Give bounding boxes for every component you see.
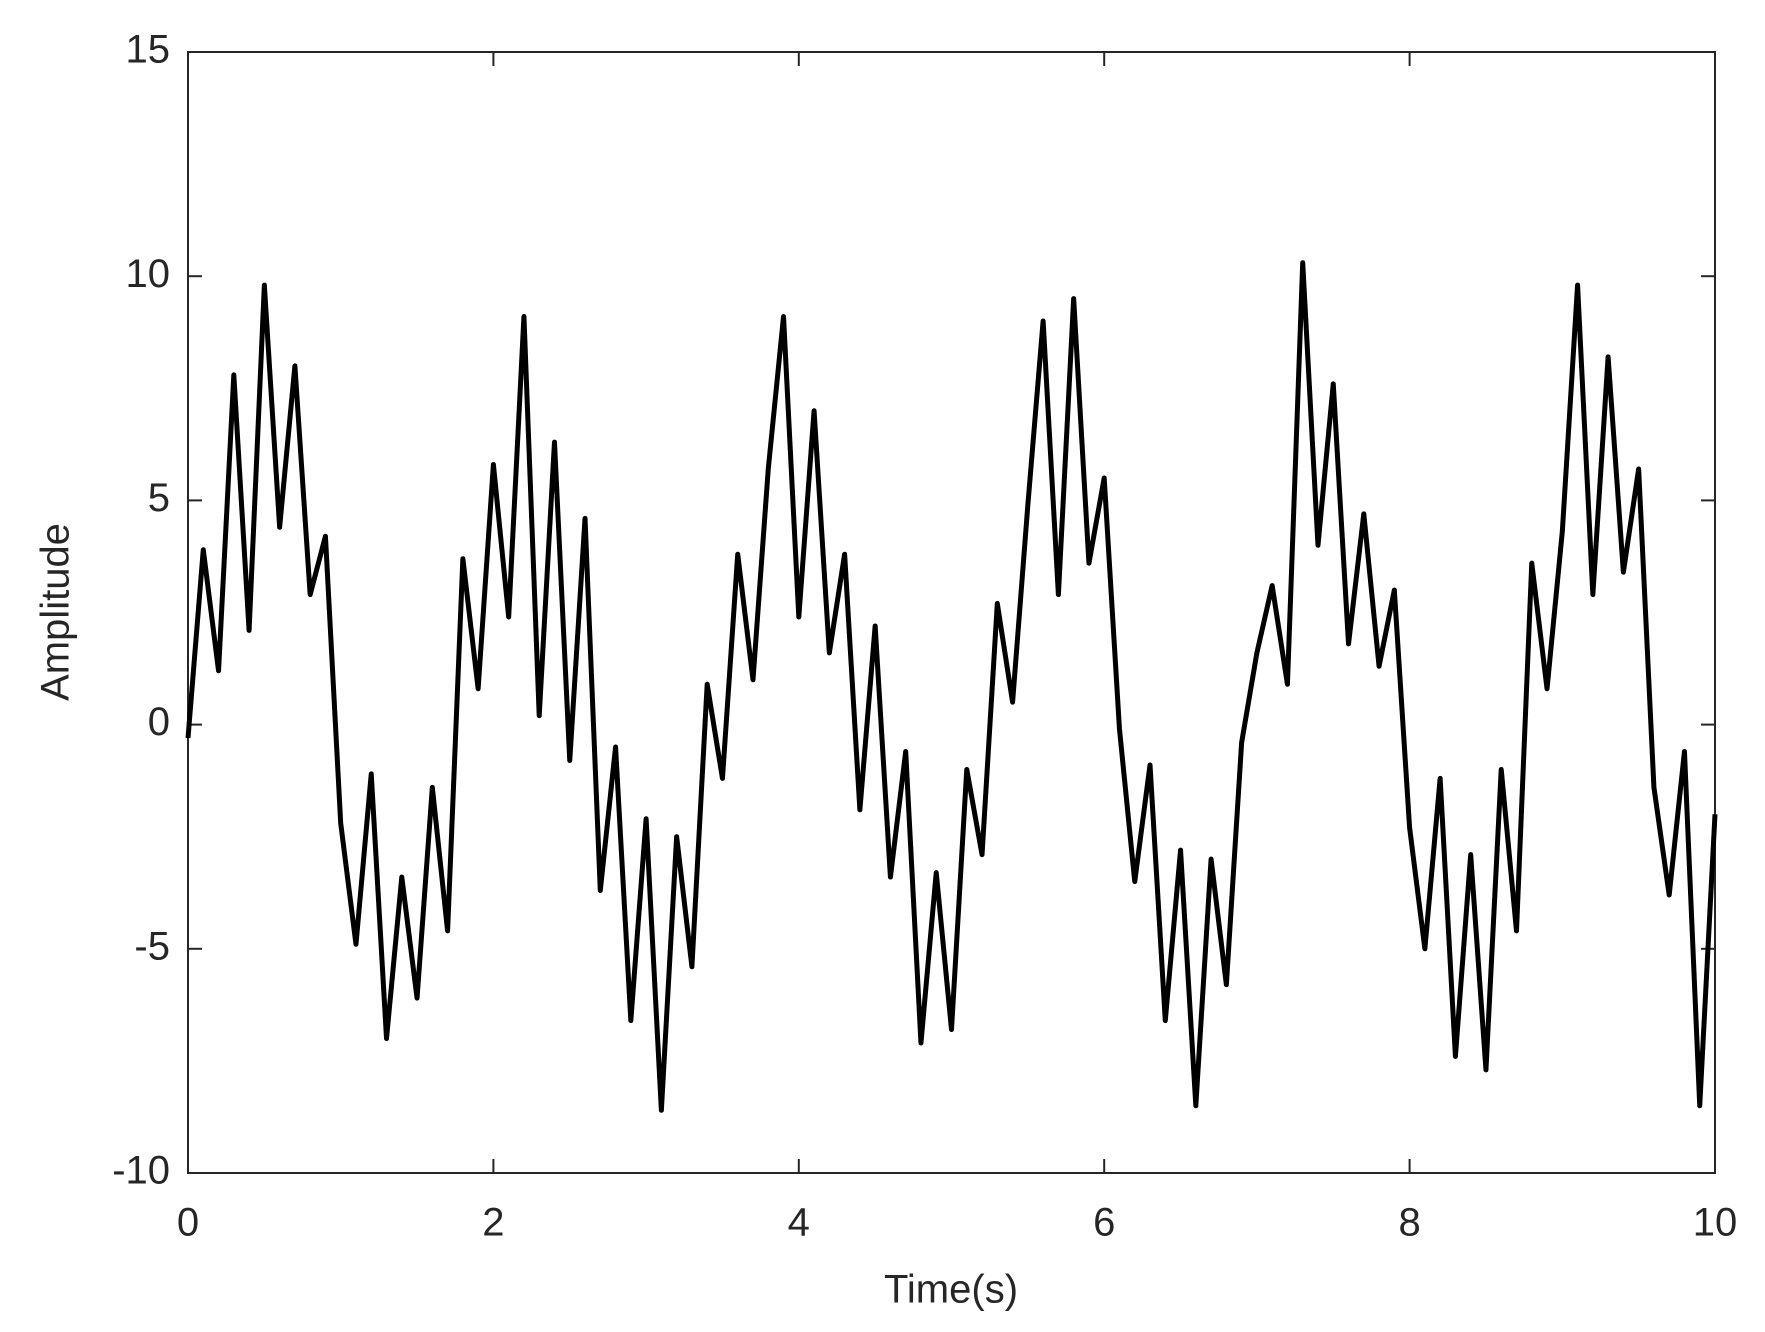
data-line xyxy=(185,260,1718,1113)
x-tick-label: 4 xyxy=(788,1201,810,1245)
x-tick-label: 2 xyxy=(482,1201,504,1245)
y-axis-label: Amplitude xyxy=(34,523,78,701)
y-tick-label: 10 xyxy=(126,252,171,296)
x-tick-label: 0 xyxy=(177,1201,199,1245)
x-axis-label: Time(s) xyxy=(884,1268,1018,1312)
x-tick-label: 6 xyxy=(1093,1201,1115,1245)
y-tick-label: -5 xyxy=(134,924,170,968)
y-tick-label: 0 xyxy=(148,700,170,744)
y-tick-label: 5 xyxy=(148,476,170,520)
x-tick-label: 8 xyxy=(1398,1201,1420,1245)
y-tick-label: 15 xyxy=(126,28,171,72)
y-tick-label: -10 xyxy=(112,1149,170,1193)
x-tick-label: 10 xyxy=(1693,1201,1738,1245)
